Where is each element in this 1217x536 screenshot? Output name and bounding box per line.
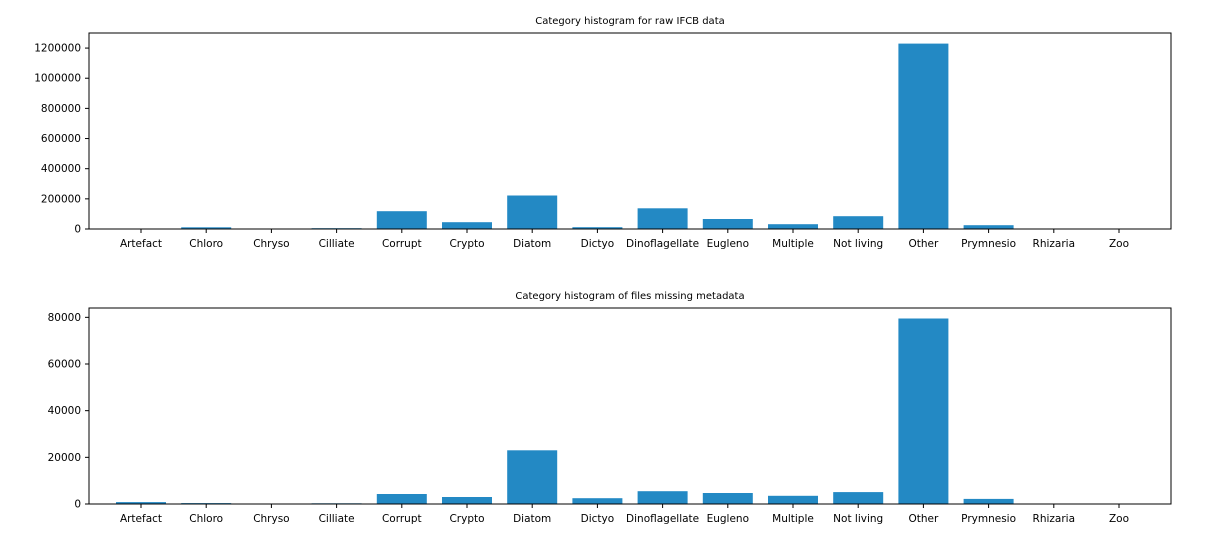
bar-diatom: [507, 450, 558, 504]
x-tick-label: Dictyo: [581, 238, 615, 250]
bar-dictyo: [572, 227, 623, 229]
bar-dinoflagellate: [637, 208, 688, 229]
x-tick-label: Zoo: [1109, 513, 1129, 525]
x-tick-label: Artefact: [120, 238, 162, 250]
x-tick-label: Chryso: [253, 513, 289, 525]
y-tick-label: 600000: [41, 133, 81, 145]
x-tick-label: Not living: [833, 513, 883, 525]
x-tick-label: Artefact: [120, 513, 162, 525]
bar-group: [116, 43, 1144, 229]
bar-diatom: [507, 195, 558, 229]
y-tick-label: 1200000: [34, 43, 81, 55]
y-tick-label: 0: [74, 224, 81, 236]
bar-not-living: [833, 492, 884, 504]
bar-eugleno: [702, 493, 753, 504]
x-tick-label: Cilliate: [319, 513, 355, 525]
x-tick-label: Zoo: [1109, 238, 1129, 250]
x-tick-label: Not living: [833, 238, 883, 250]
bar-dictyo: [572, 498, 623, 504]
x-tick-label: Corrupt: [382, 238, 422, 250]
x-tick-label: Diatom: [513, 513, 551, 525]
x-tick-label: Prymnesio: [961, 238, 1016, 250]
y-tick-group: 0 200000 400000 600000 800000 1000000 1200000: [34, 43, 89, 236]
y-tick-label: 80000: [48, 312, 81, 324]
bar-crypto: [442, 497, 492, 504]
bar-corrupt: [376, 211, 427, 229]
x-tick-label: Crypto: [449, 238, 484, 250]
x-tick-label: Rhizaria: [1033, 238, 1075, 250]
bar-group: [116, 318, 1144, 504]
chart-title: Category histogram for raw IFCB data: [535, 16, 725, 27]
chart-title: Category histogram of files missing meta…: [515, 291, 744, 302]
x-tick-label: Multiple: [772, 238, 814, 250]
y-tick-label: 20000: [48, 452, 81, 464]
chart-bottom: Category histogram of files missing meta…: [48, 291, 1172, 525]
x-tick-label: Diatom: [513, 238, 551, 250]
bar-crypto: [442, 222, 492, 229]
y-tick-label: 800000: [41, 103, 81, 115]
bar-other: [898, 43, 949, 229]
y-tick-label: 0: [74, 499, 81, 511]
x-tick-label: Chloro: [189, 238, 223, 250]
y-tick-label: 1000000: [34, 73, 81, 85]
x-tick-label: Prymnesio: [961, 513, 1016, 525]
x-tick-label: Chryso: [253, 238, 289, 250]
x-tick-label: Dictyo: [581, 513, 615, 525]
x-tick-label: Eugleno: [707, 238, 749, 250]
y-tick-group: 0 20000 40000 60000 80000: [48, 312, 89, 511]
x-tick-label: Other: [908, 238, 938, 250]
x-tick-label: Eugleno: [707, 513, 749, 525]
plot-frame: [88, 307, 1172, 505]
x-tick-label: Chloro: [189, 513, 223, 525]
x-tick-label: Corrupt: [382, 513, 422, 525]
x-tick-label: Crypto: [449, 513, 484, 525]
bar-dinoflagellate: [637, 491, 688, 504]
bar-other: [898, 318, 949, 504]
bar-corrupt: [376, 494, 427, 504]
bar-chloro: [181, 227, 232, 229]
bar-prymnesio: [963, 225, 1014, 229]
bar-not-living: [833, 216, 884, 229]
x-tick-label: Rhizaria: [1033, 513, 1075, 525]
chart-top: Category histogram for raw IFCB data Art…: [34, 16, 1172, 250]
x-tick-label: Cilliate: [319, 238, 355, 250]
x-tick-group: Artefact Chloro Chryso Cilliate Corrupt Crypt…: [120, 504, 1129, 525]
y-tick-label: 40000: [48, 405, 81, 417]
x-tick-label: Multiple: [772, 513, 814, 525]
x-tick-label: Other: [908, 513, 938, 525]
x-tick-label: Dinoflagellate: [626, 513, 699, 525]
bar-multiple: [768, 224, 818, 229]
bar-artefact: [116, 502, 166, 504]
plot-frame: [88, 32, 1172, 230]
y-tick-label: 400000: [41, 163, 81, 175]
bar-multiple: [768, 495, 818, 504]
bar-eugleno: [702, 219, 753, 229]
x-tick-group: Artefact Chloro Chryso Cilliate Corrupt Crypt…: [120, 229, 1129, 250]
y-tick-label: 60000: [48, 359, 81, 371]
y-tick-label: 200000: [41, 193, 81, 205]
x-tick-label: Dinoflagellate: [626, 238, 699, 250]
bar-prymnesio: [963, 498, 1014, 504]
